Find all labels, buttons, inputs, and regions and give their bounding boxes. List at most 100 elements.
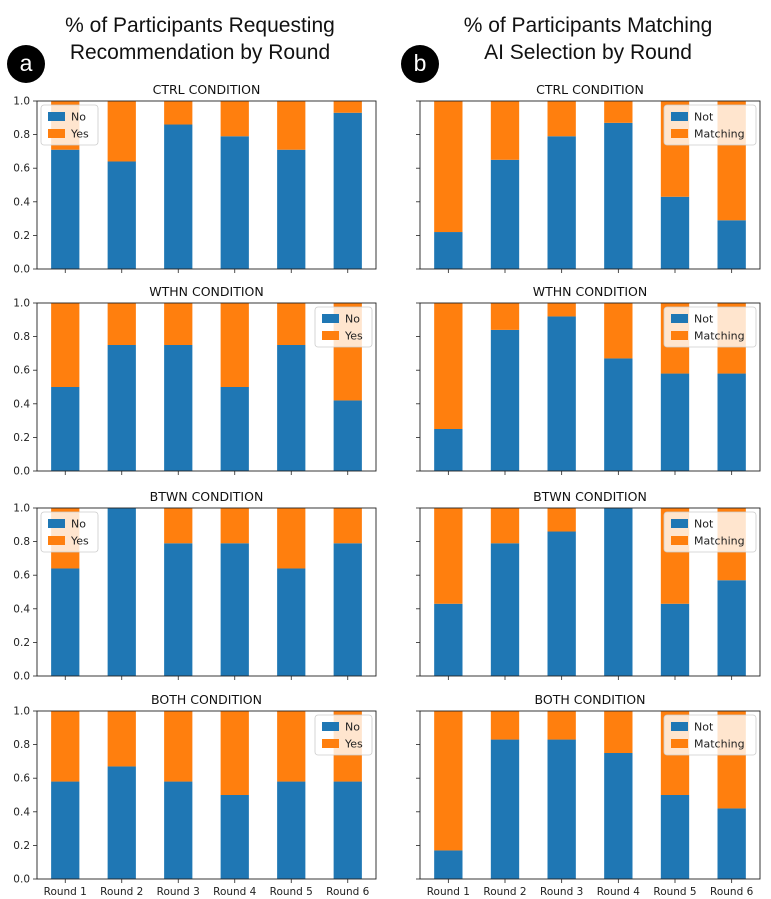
- bar-yes-3: [164, 711, 193, 782]
- x-tick-label: Round 5: [270, 886, 313, 898]
- bar-no-2: [107, 161, 136, 269]
- bar-no-5: [277, 568, 306, 676]
- bar-not-5: [660, 196, 690, 269]
- bar-no-6: [333, 112, 362, 269]
- bar-yes-6: [333, 508, 362, 544]
- legend-label-yes: Yes: [70, 128, 89, 141]
- bar-matching-3: [547, 101, 576, 137]
- y-tick-label: 0.2: [13, 637, 30, 649]
- y-tick-label: 0.0: [13, 874, 30, 886]
- bar-not-2: [490, 543, 520, 676]
- y-tick-label: 0.4: [13, 603, 30, 615]
- y-tick-label: 0.2: [13, 432, 30, 444]
- legend: Not Matching: [663, 104, 757, 146]
- bar-not-3: [547, 739, 576, 879]
- plot-frame: [419, 100, 761, 270]
- y-tick-label: 0.4: [13, 806, 30, 818]
- legend-label-not: Not: [694, 518, 714, 531]
- bar-not-2: [490, 159, 520, 269]
- bar-yes-1: [51, 303, 80, 387]
- legend-swatch-matching: [671, 331, 688, 340]
- bar-matching-2: [490, 303, 520, 330]
- bar-no-5: [277, 149, 306, 269]
- bar-yes-3: [164, 303, 193, 345]
- bar-no-2: [107, 766, 136, 879]
- bar-not-6: [717, 373, 746, 471]
- bar-yes-4: [220, 711, 249, 795]
- chart-title: BTWN CONDITION: [150, 489, 264, 504]
- bar-no-6: [333, 543, 362, 676]
- y-tick-label: 1.0: [13, 96, 30, 108]
- legend: Not Matching: [663, 511, 757, 553]
- legend-swatch-yes: [322, 739, 339, 748]
- bar-matching-4: [604, 711, 633, 753]
- x-tick-label: Round 5: [653, 886, 696, 898]
- bar-yes-4: [220, 303, 249, 387]
- chart-panel-a-3: BTWN CONDITION 0.0 0.2 0.4 0.6 0.8 1.0 No Yes: [13, 489, 377, 683]
- bar-not-4: [604, 508, 633, 676]
- chart-title: BTWN CONDITION: [533, 489, 647, 504]
- plot-frame: [419, 507, 761, 677]
- bar-yes-2: [107, 711, 136, 767]
- y-tick-label: 0.4: [13, 196, 30, 208]
- legend-swatch-yes: [48, 129, 65, 138]
- right-title-line1: % of Participants Matching: [463, 14, 713, 37]
- plot-frame: [419, 302, 761, 472]
- legend-swatch-no: [322, 314, 339, 323]
- legend-swatch-yes: [48, 536, 65, 545]
- bar-yes-2: [107, 303, 136, 345]
- bar-no-3: [164, 345, 193, 471]
- bar-not-6: [717, 580, 746, 676]
- legend-swatch-no: [48, 519, 65, 528]
- legend-box: [314, 714, 373, 756]
- chart-panel-b-4: BOTH CONDITION Round 1 Round 2 Round 3 Round…: [416, 692, 761, 898]
- bar-not-5: [660, 603, 690, 676]
- x-tick-label: Round 2: [483, 886, 526, 898]
- x-tick-label: Round 4: [597, 886, 641, 898]
- bar-not-4: [604, 122, 633, 269]
- legend-box: [40, 511, 99, 553]
- bar-matching-3: [547, 711, 576, 740]
- bar-no-4: [220, 795, 249, 879]
- right-column-title: % of Participants Matching AI Selection …: [388, 12, 771, 66]
- bar-matching-4: [604, 101, 633, 123]
- bar-no-2: [107, 345, 136, 471]
- bar-no-5: [277, 345, 306, 471]
- x-tick-label: Round 3: [540, 886, 583, 898]
- bar-yes-2: [107, 101, 136, 162]
- legend-swatch-matching: [671, 739, 688, 748]
- bar-not-2: [490, 739, 520, 879]
- legend-label-matching: Matching: [694, 128, 745, 141]
- legend-box: [314, 306, 373, 348]
- bar-yes-4: [220, 508, 249, 544]
- panel-badge-a: a: [7, 45, 45, 83]
- bar-yes-3: [164, 101, 193, 125]
- plot-frame: [36, 710, 377, 880]
- x-tick-label: Round 1: [427, 886, 470, 898]
- legend: No Yes: [314, 306, 373, 348]
- y-tick-label: 0.0: [13, 671, 30, 683]
- bar-matching-3: [547, 508, 576, 532]
- legend: No Yes: [314, 714, 373, 756]
- bar-matching-1: [434, 101, 463, 233]
- bar-not-3: [547, 531, 576, 676]
- x-tick-label: Round 6: [326, 886, 370, 898]
- x-tick-label: Round 3: [157, 886, 200, 898]
- bar-no-4: [220, 387, 249, 471]
- bar-matching-3: [547, 303, 576, 317]
- legend-swatch-not: [671, 722, 688, 731]
- bar-matching-2: [490, 711, 520, 740]
- bar-not-3: [547, 136, 576, 269]
- bar-no-4: [220, 543, 249, 676]
- bar-no-4: [220, 136, 249, 269]
- legend: No Yes: [40, 104, 99, 146]
- legend: Not Matching: [663, 306, 757, 348]
- bar-no-3: [164, 781, 193, 879]
- bar-yes-5: [277, 711, 306, 782]
- legend-label-yes: Yes: [344, 330, 363, 343]
- x-tick-label: Round 1: [44, 886, 87, 898]
- bar-not-1: [434, 850, 463, 879]
- y-tick-label: 0.6: [13, 773, 30, 785]
- y-tick-label: 0.6: [13, 163, 30, 175]
- bar-yes-5: [277, 508, 306, 569]
